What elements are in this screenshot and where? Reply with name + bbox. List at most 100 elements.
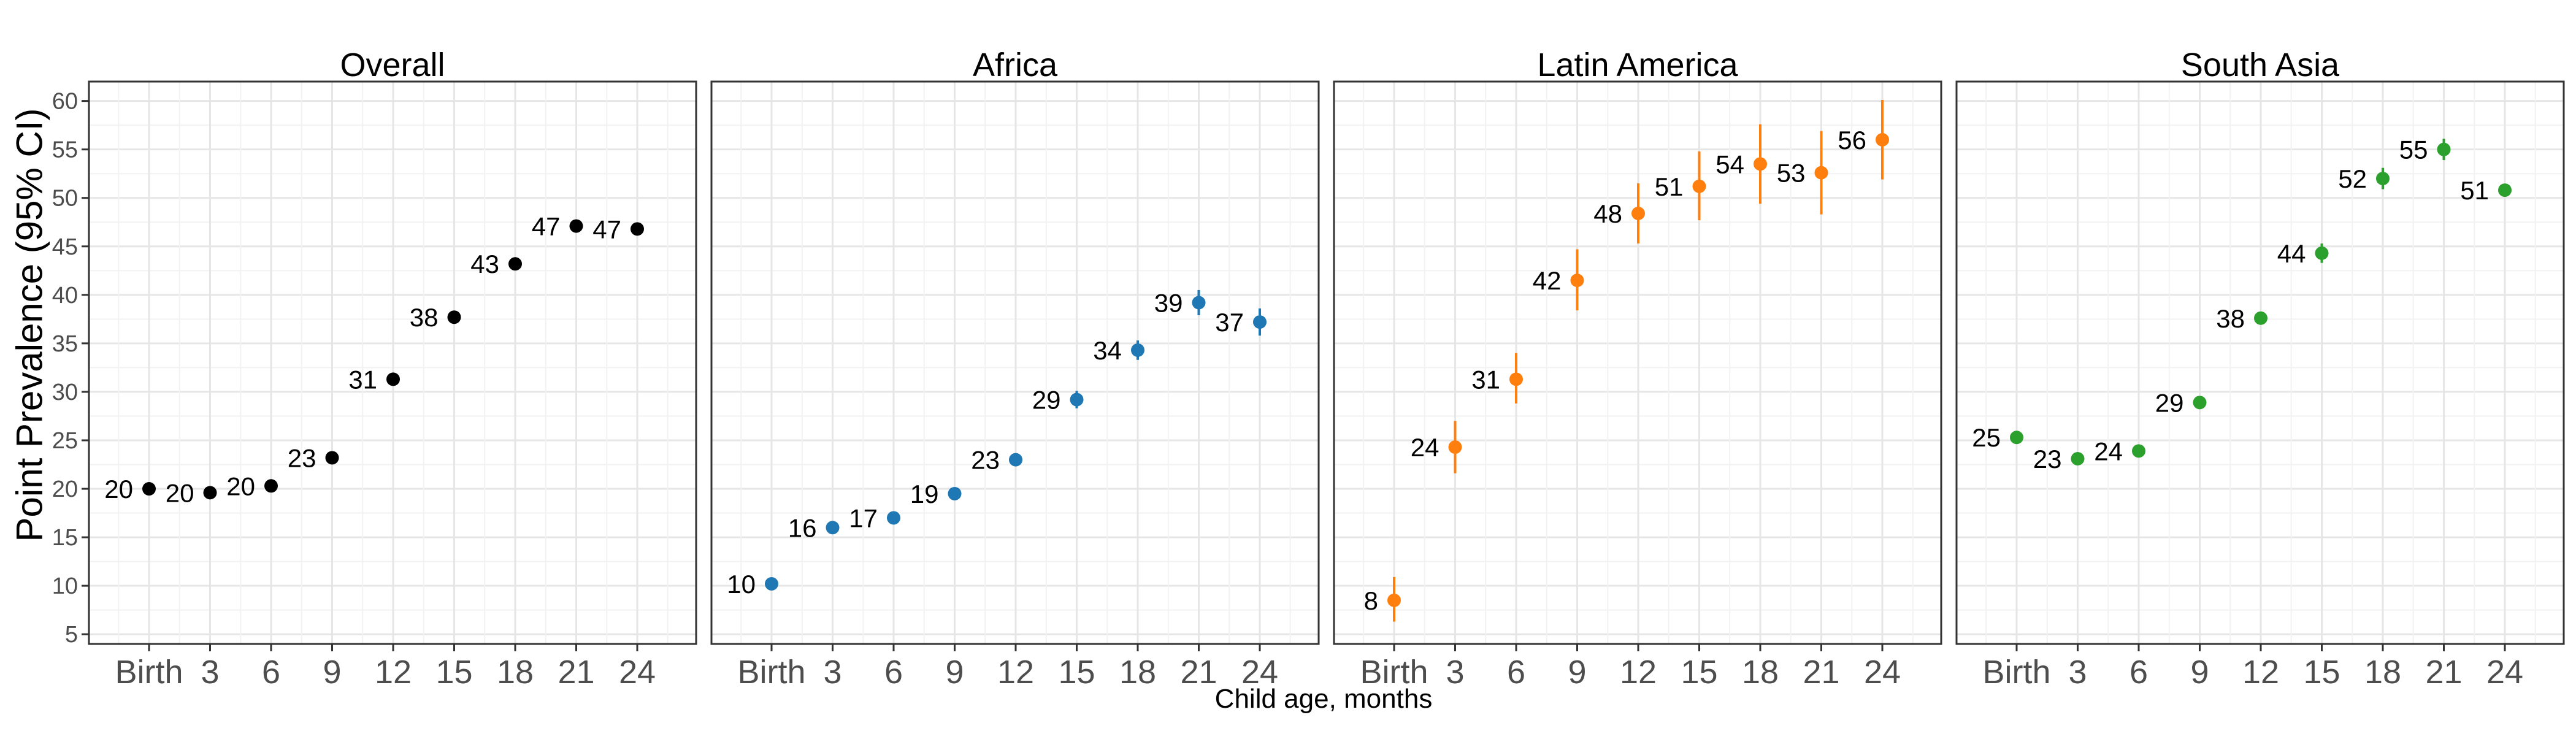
x-tick-label-africa: 15 bbox=[1058, 654, 1095, 691]
x-tick-label-south-asia: 15 bbox=[2303, 654, 2340, 691]
y-tick-label: 60 bbox=[52, 89, 78, 115]
data-label-overall: 43 bbox=[470, 250, 499, 278]
data-point-africa bbox=[765, 576, 778, 591]
x-tick-label-africa: 3 bbox=[823, 654, 841, 691]
data-point-overall bbox=[264, 479, 278, 493]
x-tick-label-south-asia: 24 bbox=[2486, 654, 2523, 691]
y-tick-label: 15 bbox=[52, 525, 78, 551]
y-tick-label: 25 bbox=[52, 428, 78, 454]
y-tick-label: 30 bbox=[52, 380, 78, 405]
data-label-latin-america: 8 bbox=[1364, 586, 1378, 615]
data-point-latin-america bbox=[1570, 274, 1584, 288]
data-point-latin-america bbox=[1448, 440, 1462, 454]
x-tick-label-latin-america: 3 bbox=[1446, 654, 1464, 691]
data-label-south-asia: 55 bbox=[2399, 136, 2428, 164]
x-tick-label-overall: 24 bbox=[619, 654, 656, 691]
x-tick-label-overall: 6 bbox=[262, 654, 280, 691]
y-tick-label: 20 bbox=[52, 477, 78, 502]
data-label-overall: 23 bbox=[288, 443, 316, 472]
data-point-south-asia bbox=[2437, 142, 2451, 156]
data-label-south-asia: 24 bbox=[2094, 437, 2123, 465]
data-point-south-asia bbox=[2010, 431, 2023, 445]
data-point-latin-america bbox=[1814, 166, 1828, 180]
x-tick-label-latin-america: 12 bbox=[1620, 654, 1657, 691]
y-tick-label: 5 bbox=[65, 622, 78, 648]
x-tick-label-latin-america: 15 bbox=[1681, 654, 1717, 691]
data-point-latin-america bbox=[1876, 132, 1889, 147]
x-tick-label-latin-america: 24 bbox=[1864, 654, 1901, 691]
data-label-overall: 38 bbox=[410, 303, 439, 332]
data-point-south-asia bbox=[2071, 452, 2085, 466]
x-tick-label-overall: 15 bbox=[435, 654, 472, 691]
data-label-africa: 19 bbox=[910, 480, 939, 508]
data-label-africa: 10 bbox=[727, 570, 756, 599]
x-tick-label-overall: Birth bbox=[115, 654, 183, 691]
data-point-africa bbox=[887, 511, 900, 525]
x-tick-label-south-asia: 21 bbox=[2425, 654, 2462, 691]
data-label-africa: 23 bbox=[971, 446, 1000, 475]
x-axis-label: Child age, months bbox=[1214, 684, 1433, 714]
data-label-africa: 34 bbox=[1093, 336, 1122, 365]
data-point-overall bbox=[386, 372, 400, 386]
data-label-latin-america: 53 bbox=[1777, 159, 1806, 188]
x-tick-label-overall: 21 bbox=[558, 654, 594, 691]
x-tick-label-overall: 3 bbox=[201, 654, 219, 691]
data-label-latin-america: 31 bbox=[1471, 365, 1500, 394]
panel-title-latin-america: Latin America bbox=[1537, 47, 1738, 83]
x-tick-label-south-asia: 18 bbox=[2364, 654, 2401, 691]
data-label-overall: 47 bbox=[592, 215, 621, 243]
data-label-africa: 16 bbox=[788, 513, 817, 542]
x-tick-label-africa: 12 bbox=[997, 654, 1034, 691]
data-point-latin-america bbox=[1387, 593, 1401, 607]
data-point-overall bbox=[325, 451, 339, 465]
data-point-overall bbox=[569, 219, 583, 233]
data-label-south-asia: 44 bbox=[2277, 239, 2306, 268]
data-point-africa bbox=[1192, 296, 1206, 310]
data-point-south-asia bbox=[2315, 246, 2329, 260]
data-point-overall bbox=[447, 310, 461, 324]
data-point-latin-america bbox=[1692, 179, 1706, 193]
data-label-south-asia: 25 bbox=[1972, 423, 2001, 452]
data-point-latin-america bbox=[1754, 157, 1767, 171]
data-label-south-asia: 29 bbox=[2155, 388, 2184, 417]
x-tick-label-overall: 12 bbox=[375, 654, 412, 691]
data-point-latin-america bbox=[1631, 207, 1645, 221]
panel-title-south-asia: South Asia bbox=[2181, 47, 2340, 83]
data-label-africa: 37 bbox=[1215, 308, 1244, 337]
data-label-latin-america: 54 bbox=[1715, 150, 1744, 178]
x-tick-label-africa: 18 bbox=[1119, 654, 1156, 691]
data-point-africa bbox=[1009, 453, 1022, 467]
data-label-latin-america: 51 bbox=[1655, 172, 1684, 201]
data-label-africa: 39 bbox=[1154, 288, 1183, 317]
y-tick-label: 45 bbox=[52, 234, 78, 260]
x-tick-label-latin-america: 9 bbox=[1568, 654, 1586, 691]
data-point-overall bbox=[203, 486, 217, 500]
x-tick-label-overall: 9 bbox=[323, 654, 341, 691]
x-tick-label-south-asia: Birth bbox=[1982, 654, 2050, 691]
y-tick-label: 10 bbox=[52, 573, 78, 599]
x-tick-label-africa: Birth bbox=[737, 654, 805, 691]
x-tick-label-africa: 6 bbox=[884, 654, 903, 691]
x-tick-label-south-asia: 3 bbox=[2068, 654, 2087, 691]
y-tick-label: 50 bbox=[52, 186, 78, 212]
data-point-overall bbox=[142, 482, 156, 496]
data-point-south-asia bbox=[2498, 183, 2512, 197]
panel-title-overall: Overall bbox=[340, 47, 445, 83]
data-point-africa bbox=[948, 486, 962, 500]
data-label-africa: 29 bbox=[1032, 386, 1061, 415]
data-label-overall: 20 bbox=[166, 478, 194, 507]
x-tick-label-africa: 24 bbox=[1241, 654, 1278, 691]
data-point-africa bbox=[1070, 392, 1084, 407]
data-label-overall: 31 bbox=[348, 365, 377, 394]
data-label-overall: 20 bbox=[226, 472, 255, 500]
panel-title-africa: Africa bbox=[973, 47, 1058, 83]
x-tick-label-overall: 18 bbox=[497, 654, 534, 691]
data-label-latin-america: 42 bbox=[1533, 266, 1562, 295]
data-point-overall bbox=[631, 222, 644, 236]
y-tick-label: 55 bbox=[52, 137, 78, 163]
y-tick-label: 35 bbox=[52, 331, 78, 357]
data-point-south-asia bbox=[2376, 172, 2390, 186]
data-label-south-asia: 52 bbox=[2338, 164, 2367, 193]
